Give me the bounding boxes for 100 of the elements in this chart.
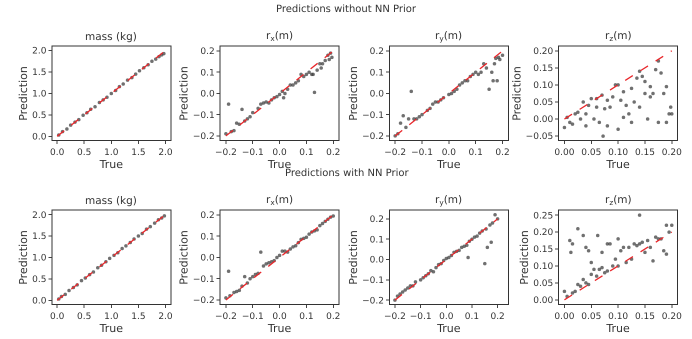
y-tick-label: 0.0: [200, 90, 215, 100]
x-tick-label: 0.00: [554, 312, 575, 322]
y-axis-title: Prediction: [16, 66, 30, 121]
x-tick-label: 0.15: [634, 148, 655, 158]
x-tick-label: 1.5: [131, 312, 146, 322]
chart-title: r$_{x}$(m): [266, 30, 294, 44]
y-axis-title: Prediction: [510, 66, 524, 121]
y-tick-label: 0.5: [32, 111, 46, 122]
x-axis-title: True: [436, 322, 461, 335]
x-tick-label: 0.1: [468, 148, 483, 158]
y-tick-label: 0.1: [200, 232, 215, 242]
y-tick-label: −0.2: [362, 132, 384, 142]
chart-title: r$_{z}$(m): [605, 194, 632, 208]
y-tick-label: 0.0: [370, 256, 384, 266]
y-tick-label: −0.2: [192, 296, 215, 306]
x-tick-label: 0.5: [77, 312, 92, 322]
chart-title: mass (kg): [85, 195, 137, 207]
x-tick-label: 1.0: [104, 312, 119, 322]
y-tick-label: −0.1: [362, 276, 384, 286]
y-tick-label: 0.00: [533, 115, 554, 126]
x-tick-label: 0.1: [464, 312, 480, 322]
x-tick-label: −0.2: [384, 148, 406, 158]
y-tick-label: 0.15: [533, 64, 554, 74]
x-tick-label: 0.0: [442, 148, 456, 158]
y-tick-label: −0.2: [192, 132, 215, 142]
y-tick-label: 0.2: [370, 47, 384, 58]
x-tick-label: −0.1: [410, 312, 432, 322]
y-tick-label: 0.1: [200, 68, 215, 78]
y-tick-label: 0.00: [533, 296, 554, 306]
x-tick-label: −0.1: [411, 148, 433, 158]
x-tick-label: 0.10: [608, 312, 628, 322]
x-tick-label: 0.2: [495, 148, 510, 158]
x-tick-label: 2.0: [158, 312, 173, 322]
y-tick-label: 0.20: [533, 228, 554, 238]
x-tick-label: 0.1: [299, 148, 314, 158]
y-tick-label: 0.5: [32, 275, 46, 286]
x-tick-label: 0.0: [272, 148, 288, 158]
x-axis-title: True: [605, 322, 630, 335]
x-tick-label: −0.1: [242, 312, 264, 322]
x-tick-label: 0.2: [490, 312, 505, 322]
x-tick-label: −0.1: [242, 148, 264, 158]
y-tick-label: 1.5: [32, 232, 46, 242]
y-tick-label: −0.1: [192, 274, 215, 285]
y-tick-label: 0.0: [32, 296, 47, 306]
y-tick-label: −0.1: [192, 110, 215, 121]
x-tick-label: 1.5: [131, 148, 146, 158]
chart-title: r$_{y}$(m): [435, 194, 462, 208]
x-axis-title: True: [98, 158, 124, 171]
x-tick-label: 0.2: [326, 312, 340, 322]
x-tick-label: 0.20: [662, 148, 682, 158]
x-tick-label: 0.20: [662, 312, 682, 322]
y-tick-label: 0.0: [370, 90, 384, 100]
y-tick-label: 0.05: [533, 279, 554, 290]
x-axis-title: True: [266, 322, 292, 335]
x-tick-label: 0.1: [299, 312, 314, 322]
y-tick-label: 0.2: [200, 211, 215, 222]
chart-title: r$_{z}$(m): [605, 30, 632, 44]
x-tick-label: 0.05: [581, 312, 602, 322]
y-tick-label: 0.0: [200, 254, 215, 264]
x-tick-label: −0.2: [214, 312, 237, 322]
x-tick-label: −0.2: [214, 148, 237, 158]
y-tick-label: −0.1: [362, 110, 384, 121]
y-tick-label: 0.05: [533, 98, 554, 108]
y-tick-label: 1.0: [32, 254, 47, 264]
chart-title: r$_{x}$(m): [266, 194, 294, 208]
x-tick-label: 0.2: [326, 148, 340, 158]
x-tick-label: 1.0: [104, 148, 119, 158]
y-tick-label: 0.2: [200, 47, 215, 58]
y-axis-title: Prediction: [16, 230, 30, 285]
x-axis-title: True: [605, 158, 630, 171]
x-tick-label: 0.0: [272, 312, 288, 322]
y-tick-label: 0.15: [533, 245, 554, 256]
text: Predictions without NN Prior: [276, 4, 417, 15]
y-tick-label: 0.10: [533, 81, 554, 92]
y-axis-title: Prediction: [518, 230, 531, 285]
y-tick-label: 0.0: [32, 132, 47, 142]
y-axis-title: Prediction: [178, 66, 191, 121]
y-tick-label: −0.05: [526, 132, 554, 142]
x-tick-label: 0.5: [77, 148, 92, 158]
y-axis-title: Prediction: [178, 230, 191, 285]
x-tick-label: 0.0: [50, 148, 65, 158]
y-tick-label: 0.1: [370, 68, 384, 78]
x-axis-title: True: [98, 322, 124, 335]
x-tick-label: 0.05: [581, 148, 602, 158]
y-tick-label: −0.2: [362, 296, 384, 306]
y-axis-title: Prediction: [346, 230, 360, 285]
chart-title: r$_{y}$(m): [435, 30, 462, 44]
y-axis-title: Prediction: [346, 66, 360, 121]
x-tick-label: 0.15: [634, 312, 655, 322]
y-tick-label: 0.25: [533, 211, 554, 222]
y-tick-label: 1.0: [32, 90, 47, 100]
y-tick-label: 0.2: [370, 215, 384, 226]
y-tick-label: 0.1: [370, 235, 384, 246]
x-tick-label: 0.00: [554, 148, 575, 158]
x-axis-title: True: [436, 158, 461, 171]
chart-title: mass (kg): [85, 31, 137, 43]
x-tick-label: 0.0: [439, 312, 454, 322]
x-tick-label: −0.2: [384, 312, 406, 322]
y-tick-label: 0.20: [533, 46, 554, 57]
y-tick-label: 2.0: [32, 210, 47, 221]
